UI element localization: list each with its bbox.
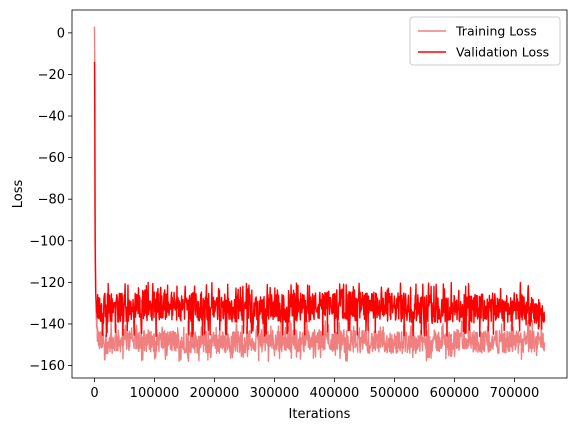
y-tick-label: −40 [38,110,65,125]
y-tick-label: −60 [38,151,65,166]
x-tick-label: 500000 [370,386,420,401]
y-axis-label: Loss [11,180,26,209]
x-axis-label: Iterations [289,407,351,422]
x-tick-label: 600000 [430,386,480,401]
x-tick-label: 0 [90,386,98,401]
x-tick-label: 300000 [250,386,300,401]
y-tick-label: −120 [29,276,65,291]
y-tick-label: −100 [29,234,65,249]
legend-label-validation-loss: Validation Loss [456,45,549,60]
y-tick-label: −20 [38,68,65,83]
x-tick-label: 200000 [190,386,240,401]
legend: Training Loss Validation Loss [410,17,560,65]
y-tick-label: 0 [57,26,65,41]
x-tick-label: 400000 [310,386,360,401]
y-tick-label: −140 [29,317,65,332]
x-tick-label: 700000 [490,386,540,401]
y-tick-label: −160 [29,359,65,374]
legend-label-training-loss: Training Loss [455,24,537,39]
x-tick-label: 100000 [130,386,180,401]
y-tick-label: −80 [38,193,65,208]
